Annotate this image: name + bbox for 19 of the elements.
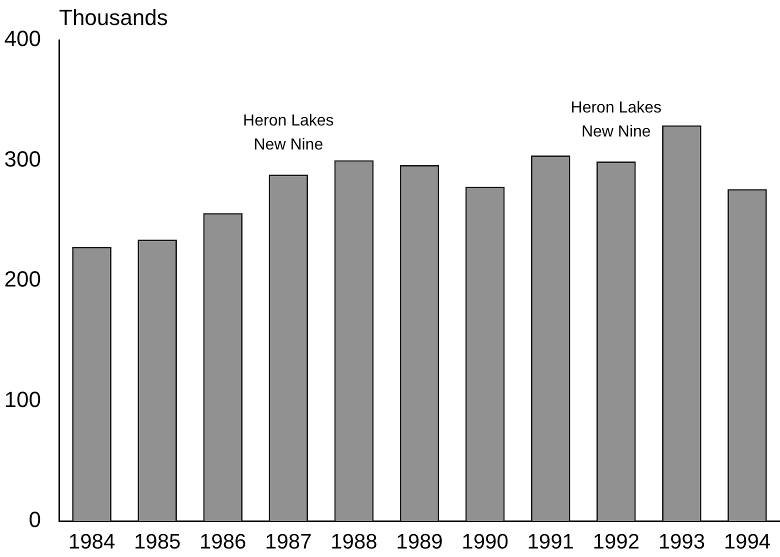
x-tick-label: 1994 (724, 530, 771, 554)
y-axis-title: Thousands (59, 5, 168, 30)
x-tick-label: 1986 (200, 530, 246, 554)
x-tick-label: 1991 (527, 530, 574, 554)
y-tick-label: 100 (4, 386, 41, 412)
annotation: Heron Lakes New Nine (243, 112, 334, 154)
x-tick-label: 1990 (462, 530, 508, 554)
x-tick-label: 1988 (330, 530, 378, 554)
x-tick-label: 1984 (68, 530, 116, 554)
x-tick-label: 1985 (134, 530, 181, 554)
x-tick-label: 1987 (265, 530, 312, 554)
y-tick-label: 0 (28, 507, 41, 532)
x-tick-label: 1989 (396, 530, 443, 554)
y-tick-label: 300 (4, 146, 41, 172)
x-tick-label: 1992 (592, 530, 640, 554)
annotation: Heron Lakes New Nine (570, 99, 662, 140)
y-tick-label: 200 (4, 266, 41, 292)
x-tick-label: 1993 (658, 530, 706, 554)
y-tick-label: 400 (4, 26, 41, 52)
